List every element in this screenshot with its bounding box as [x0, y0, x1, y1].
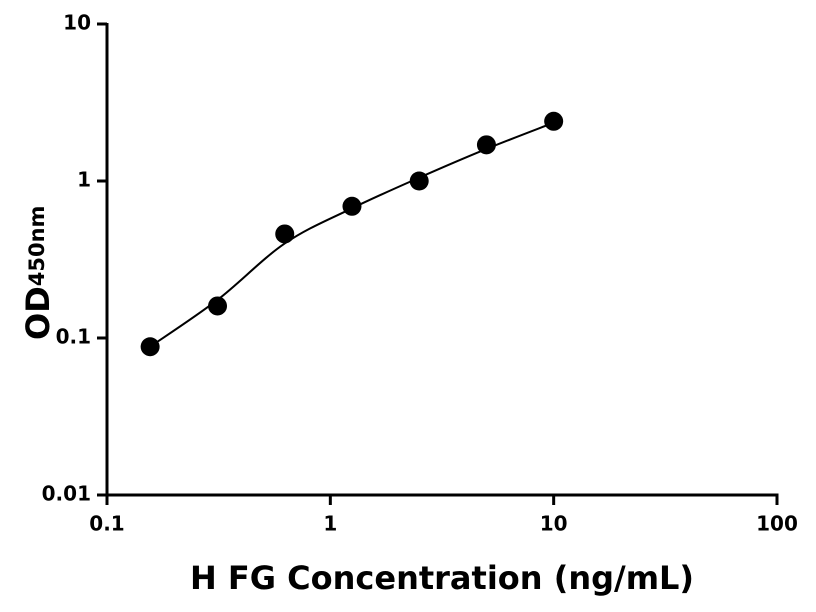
y-tick-label: 0.01 [42, 482, 91, 506]
data-point [208, 296, 228, 316]
data-point [140, 337, 160, 357]
data-point [544, 111, 564, 131]
data-point [476, 135, 496, 155]
x-axis-label: H FG Concentration (ng/mL) [190, 559, 694, 597]
y-axis-label: OD450nm [19, 206, 57, 340]
data-point [409, 171, 429, 191]
data-point [342, 196, 362, 216]
x-tick-label: 10 [540, 512, 568, 536]
x-tick-label: 1 [323, 512, 337, 536]
data-point [275, 224, 295, 244]
fit-curve [149, 121, 555, 348]
y-tick-label: 10 [63, 11, 91, 35]
x-tick-label: 100 [756, 512, 798, 536]
y-tick-label: 1 [77, 168, 91, 192]
x-tick-label: 0.1 [89, 512, 124, 536]
y-axis-label-sub: 450nm [25, 206, 49, 287]
y-tick-label: 0.1 [56, 325, 91, 349]
y-axis-label-main: OD [19, 286, 57, 340]
